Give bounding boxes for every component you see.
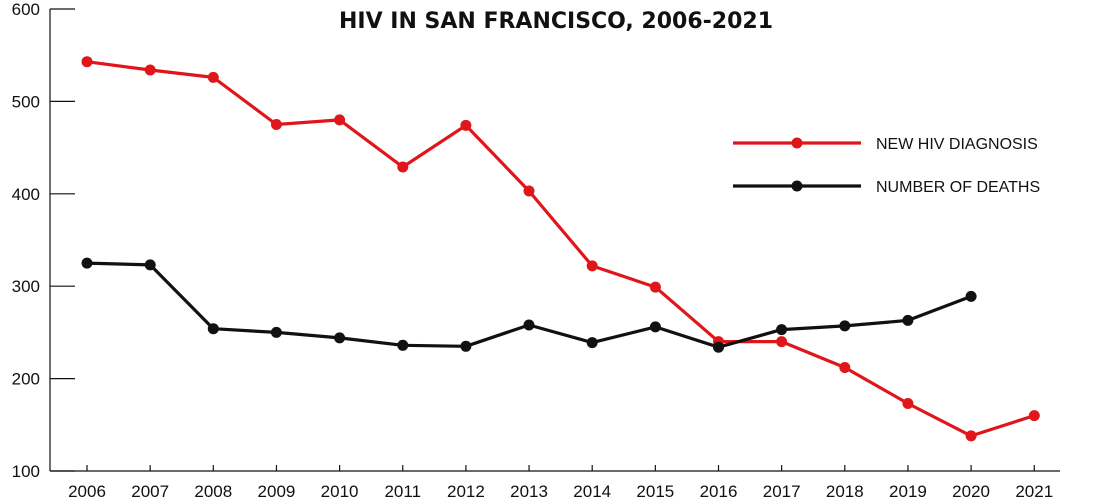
data-point — [460, 119, 472, 131]
data-point — [1028, 410, 1040, 422]
data-point — [776, 336, 788, 348]
data-point — [81, 56, 93, 68]
x-tick-label: 2010 — [321, 482, 359, 500]
x-tick-label: 2016 — [700, 482, 738, 500]
x-tick-label: 2009 — [258, 482, 296, 500]
data-point — [586, 260, 598, 272]
data-point — [207, 323, 219, 335]
legend: NEW HIV DIAGNOSIS NUMBER OF DEATHS — [733, 136, 1040, 196]
data-point — [460, 340, 472, 352]
x-tick-label: 2011 — [384, 482, 421, 500]
y-tick-label: 600 — [12, 0, 40, 19]
x-tick-label: 2018 — [826, 482, 864, 500]
legend-label: NEW HIV DIAGNOSIS — [876, 136, 1038, 153]
x-tick-label: 2020 — [952, 482, 990, 500]
x-tick-label: 2012 — [447, 482, 485, 500]
legend-item: NEW HIV DIAGNOSIS — [733, 136, 1038, 153]
y-tick-label: 500 — [12, 92, 40, 111]
y-tick-label: 100 — [12, 462, 40, 481]
data-point — [586, 337, 598, 349]
data-point — [523, 185, 535, 197]
legend-label: NUMBER OF DEATHS — [876, 179, 1040, 196]
chart-title: HIV IN SAN FRANCISCO, 2006-2021 — [339, 9, 773, 34]
data-point — [902, 314, 914, 326]
series-new-hiv-diagnosis — [81, 56, 1040, 442]
data-point — [81, 257, 93, 269]
data-point — [839, 320, 851, 332]
legend-marker — [791, 137, 803, 149]
x-tick-label: 2015 — [636, 482, 674, 500]
data-point — [144, 64, 156, 76]
data-point — [397, 339, 409, 351]
series-layer — [81, 56, 1040, 442]
x-tick-label: 2008 — [194, 482, 232, 500]
x-tick-label: 2021 — [1015, 482, 1053, 500]
series-line — [86, 261, 972, 349]
legend-marker — [791, 180, 803, 192]
legend-item: NUMBER OF DEATHS — [733, 179, 1040, 196]
x-tick-label: 2014 — [573, 482, 611, 500]
x-tick-label: 2007 — [131, 482, 169, 500]
y-tick-label: 300 — [12, 277, 40, 296]
data-point — [965, 430, 977, 442]
data-point — [776, 324, 788, 336]
x-tick-label: 2017 — [763, 482, 801, 500]
data-point — [649, 281, 661, 293]
data-point — [965, 290, 977, 302]
data-point — [713, 341, 724, 353]
data-point — [334, 114, 346, 126]
y-tick-label: 400 — [12, 185, 40, 204]
x-tick-label: 2019 — [889, 482, 927, 500]
data-point — [207, 71, 219, 83]
data-point — [144, 259, 156, 271]
data-point — [334, 332, 346, 344]
x-tick-label: 2006 — [68, 482, 106, 500]
data-point — [523, 319, 535, 331]
x-tick-label: 2013 — [510, 482, 548, 500]
data-point — [397, 161, 409, 173]
data-point — [649, 321, 661, 333]
data-point — [270, 326, 282, 338]
series-number-of-deaths — [81, 257, 977, 353]
data-point — [839, 362, 851, 373]
series-line — [86, 60, 1035, 438]
data-point — [270, 119, 282, 130]
data-point — [902, 398, 914, 409]
y-tick-label: 200 — [12, 370, 40, 389]
axes: 100 200 300 400 500 600 2006 2007 2008 2009 2010 20… — [12, 0, 1060, 500]
